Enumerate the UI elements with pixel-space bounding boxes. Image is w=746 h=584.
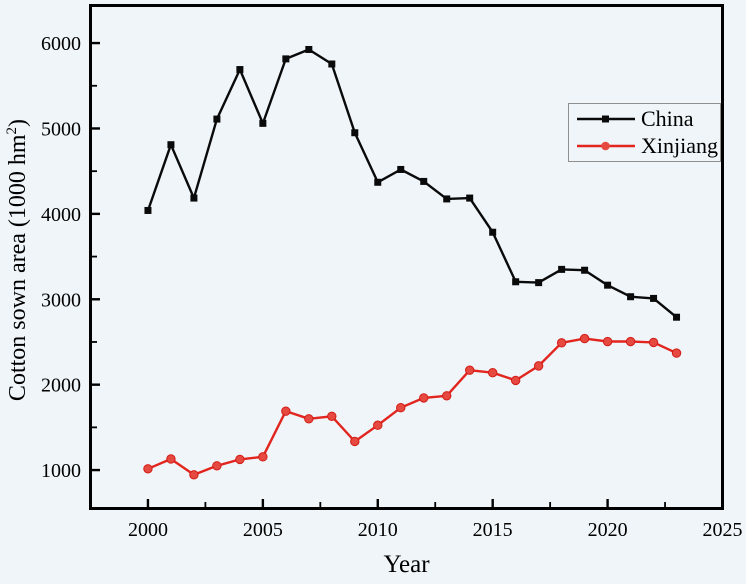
- data-point-xinjiang: [671, 348, 682, 358]
- data-point-china: [397, 165, 405, 173]
- data-point-china: [466, 194, 474, 202]
- data-point-china: [259, 119, 267, 127]
- data-point-china: [650, 294, 658, 302]
- data-point-xinjiang: [189, 470, 199, 480]
- data-point-china: [558, 265, 566, 273]
- plot-frame: [89, 4, 724, 510]
- y-axis-title-text: Cotton sown area (1000 hm: [5, 134, 31, 402]
- data-point-xinjiang: [625, 336, 636, 347]
- x-tick-label: 2010: [358, 519, 398, 541]
- data-point-china: [144, 206, 152, 214]
- legend: China Xinjiang: [568, 103, 721, 162]
- data-point-china: [627, 293, 635, 301]
- data-point-xinjiang: [602, 336, 613, 347]
- data-point-xinjiang: [487, 368, 498, 378]
- data-point-china: [213, 115, 221, 123]
- y-tick-label: 6000: [41, 33, 81, 55]
- data-point-xinjiang: [510, 375, 521, 386]
- data-point-xinjiang: [556, 338, 567, 348]
- legend-square-marker-icon: [602, 115, 609, 123]
- y-tick-label: 2000: [41, 375, 81, 397]
- data-point-china: [236, 66, 244, 74]
- data-point-china: [374, 178, 382, 186]
- y-axis-title: Cotton sown area (1000 hm2): [3, 40, 33, 480]
- legend-circle-marker-icon: [601, 142, 610, 151]
- y-axis-title-close: ): [5, 118, 31, 127]
- data-point-xinjiang: [533, 361, 544, 371]
- series-line-china: [146, 48, 678, 319]
- x-tick-label: 2005: [243, 519, 283, 541]
- data-point-china: [489, 228, 497, 236]
- series-line-xinjiang: [146, 337, 678, 476]
- data-point-china: [420, 177, 428, 185]
- data-point-china: [282, 55, 290, 63]
- data-point-xinjiang: [281, 406, 291, 416]
- y-tick-label: 3000: [41, 289, 81, 311]
- data-point-xinjiang: [212, 461, 222, 471]
- data-point-china: [535, 279, 543, 287]
- x-axis-title: Year: [383, 551, 430, 578]
- x-tick-label: 2000: [128, 519, 168, 541]
- data-point-china: [190, 194, 198, 202]
- legend-item-xinjiang: Xinjiang: [577, 133, 720, 159]
- data-point-xinjiang: [442, 391, 452, 401]
- data-point-china: [443, 195, 451, 203]
- data-point-xinjiang: [166, 454, 176, 464]
- data-point-china: [305, 45, 313, 53]
- legend-sample-china: [577, 115, 635, 123]
- data-point-xinjiang: [579, 333, 590, 344]
- x-tick-label: 2025: [703, 519, 743, 541]
- x-tick-label: 2015: [473, 519, 513, 541]
- data-point-xinjiang: [419, 393, 429, 403]
- x-tick-label: 2020: [588, 519, 628, 541]
- legend-item-china: China: [577, 106, 720, 132]
- data-point-xinjiang: [143, 464, 153, 474]
- data-point-xinjiang: [327, 411, 337, 421]
- data-point-xinjiang: [373, 420, 383, 430]
- data-point-xinjiang: [304, 414, 314, 424]
- data-point-china: [351, 129, 359, 137]
- y-tick-label: 4000: [41, 204, 81, 226]
- data-point-xinjiang: [350, 436, 360, 447]
- data-point-xinjiang: [235, 454, 245, 465]
- y-axis-title-superscript: 2: [4, 126, 20, 135]
- data-point-xinjiang: [648, 337, 659, 348]
- data-point-china: [167, 141, 175, 149]
- data-point-china: [512, 278, 520, 286]
- y-tick-label: 1000: [41, 460, 81, 482]
- data-point-china: [673, 313, 681, 321]
- data-point-china: [328, 60, 336, 68]
- y-tick-label: 5000: [41, 118, 81, 140]
- data-point-china: [604, 281, 612, 289]
- data-point-xinjiang: [396, 403, 406, 413]
- data-point-china: [581, 266, 589, 274]
- legend-label-xinjiang: Xinjiang: [641, 133, 718, 159]
- data-point-xinjiang: [465, 365, 475, 375]
- data-point-xinjiang: [258, 452, 268, 462]
- legend-sample-xinjiang: [577, 142, 635, 151]
- legend-label-china: China: [641, 105, 694, 131]
